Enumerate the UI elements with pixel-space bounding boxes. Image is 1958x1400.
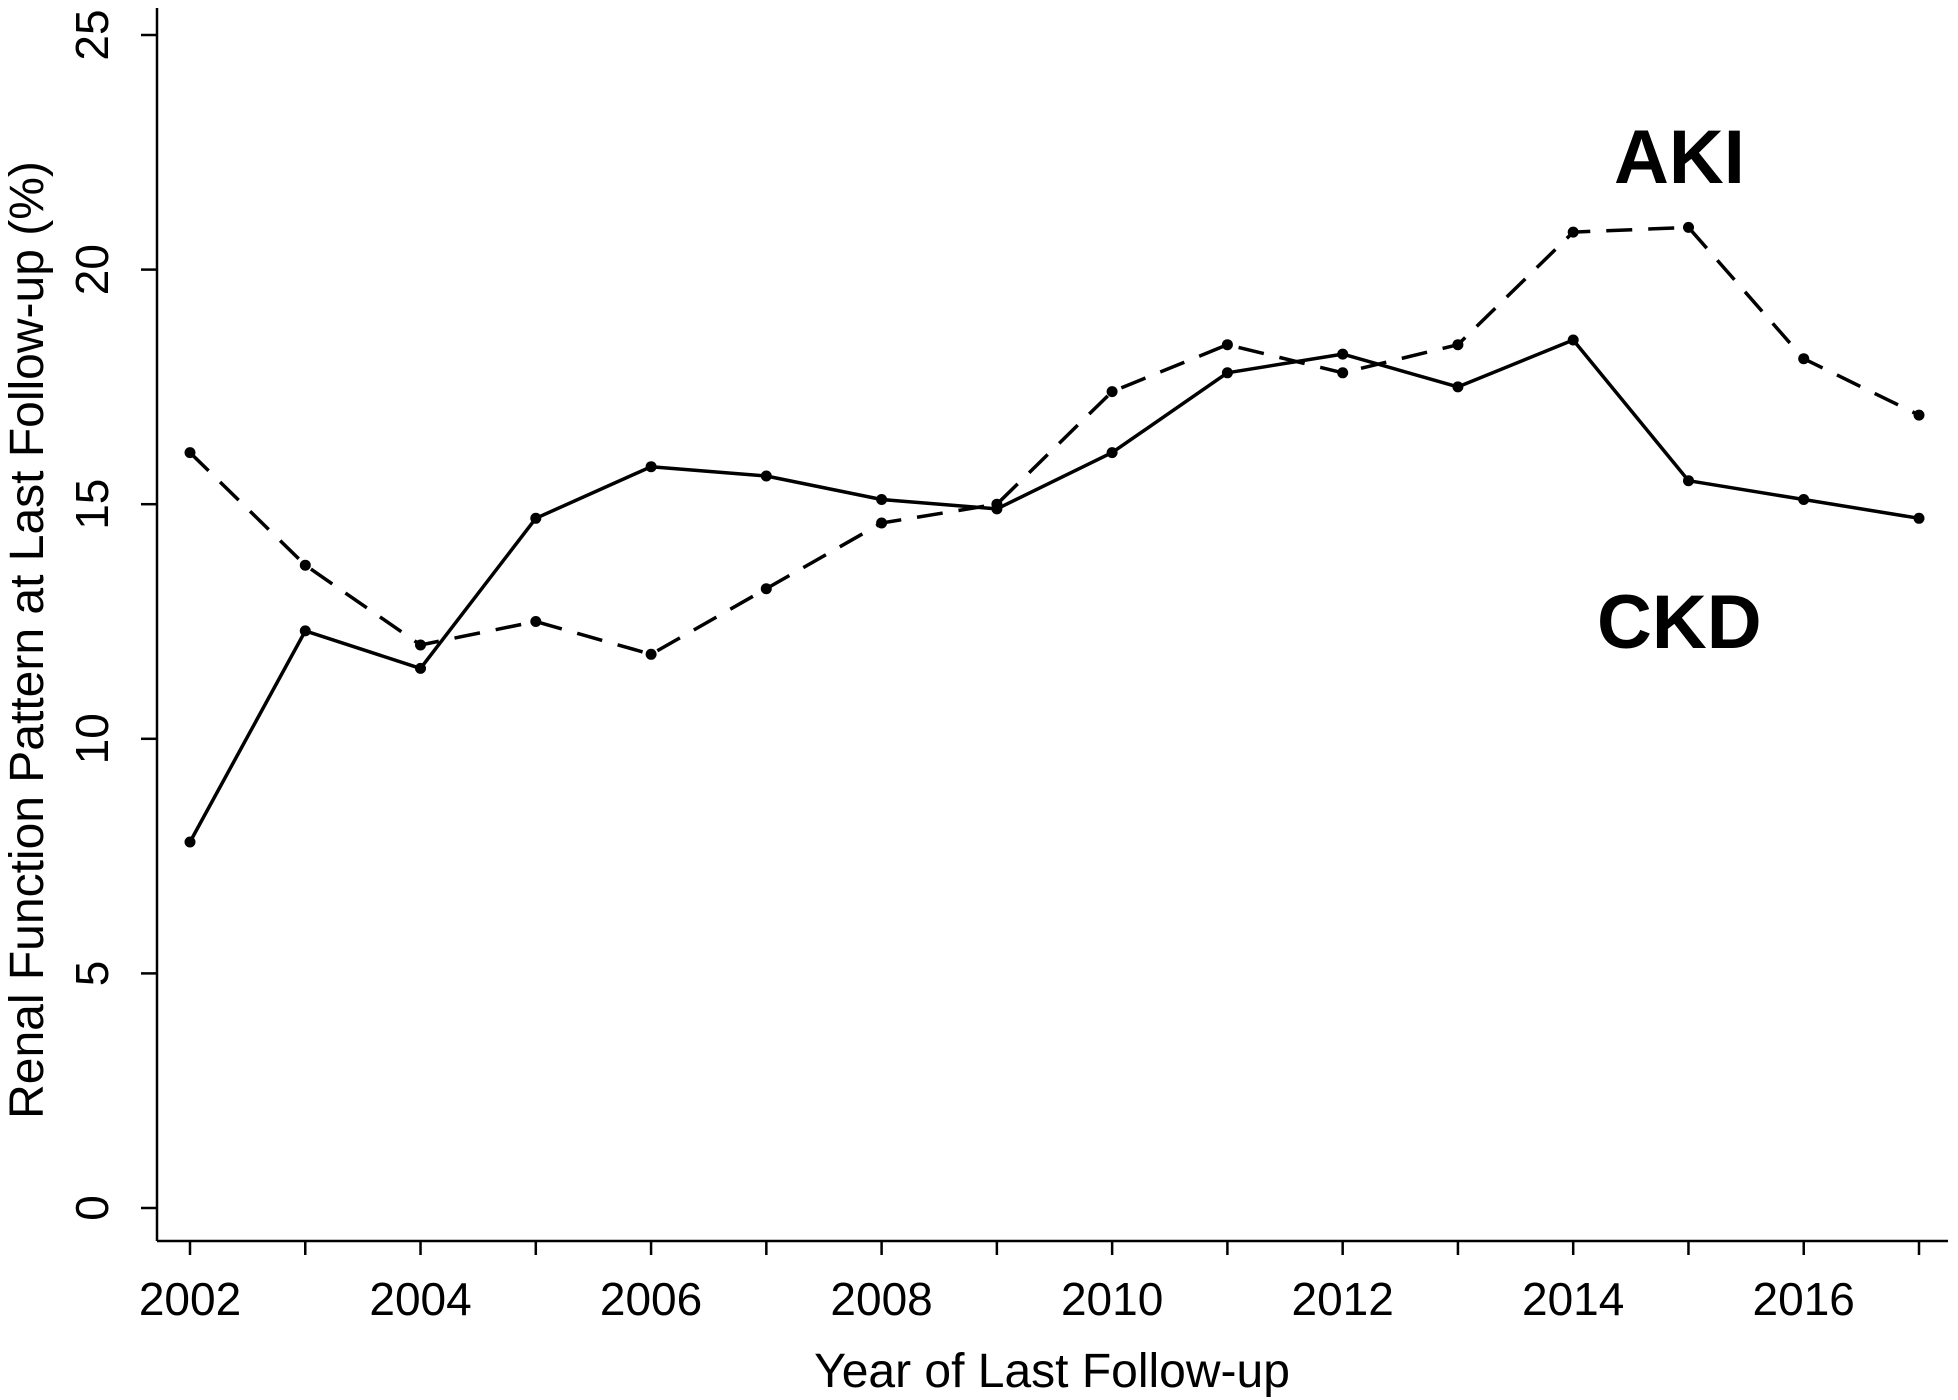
aki-point [1798,353,1810,365]
aki-point [1683,221,1694,233]
ckd-series-line [188,338,1920,843]
aki-point [760,583,772,595]
series-points [184,221,1925,848]
ckd-point [1337,348,1349,360]
ckd-point [991,503,1003,515]
aki-annotation: AKI [1614,115,1745,200]
aki-point [415,639,426,651]
x-tick-label: 2006 [600,1273,702,1325]
x-tick-label: 2012 [1291,1273,1393,1325]
y-tick-label: 25 [66,9,118,60]
ckd-point [1221,367,1233,379]
x-tick-label: 2008 [830,1273,932,1325]
ckd-point [645,461,657,473]
aki-point [1913,409,1925,421]
x-tick-label: 2014 [1522,1273,1624,1325]
aki-point [184,447,196,459]
x-axis-title: Year of Last Follow-up [814,1345,1290,1398]
ckd-point [760,470,772,482]
aki-point [530,616,542,627]
aki-series-line [188,225,1920,657]
ckd-point [876,494,888,505]
ckd-point [1683,475,1694,487]
ckd-point [415,662,426,674]
aki-point [1106,386,1118,398]
ckd-point [1106,447,1118,459]
ckd-point [530,512,542,524]
y-tick-label: 15 [66,479,118,530]
y-axis-title: Renal Function Pattern at Last Follow-up… [1,161,54,1119]
aki-point [299,559,311,571]
x-tick-label: 2016 [1753,1273,1855,1325]
y-tick-label: 20 [66,244,118,295]
ckd-point [1798,494,1810,505]
ckd-point [299,625,311,637]
aki-point [1567,226,1579,238]
series-lines [188,225,1920,843]
ckd-annotation: CKD [1597,580,1762,665]
ckd-point [1567,334,1579,346]
x-tick-label: 2002 [139,1273,241,1325]
x-tick-label: 2010 [1061,1273,1163,1325]
ckd-point [1452,381,1464,393]
x-axis-ticks: 2002 2004 2006 2008 2010 2012 2014 2016 [139,1241,1921,1325]
aki-point [1452,339,1464,351]
y-axis-ticks: 0 5 10 15 20 25 [66,9,157,1221]
y-tick-label: 0 [66,1195,118,1221]
aki-point [876,517,888,529]
aki-point [645,648,657,660]
aki-point [1221,339,1233,351]
aki-point [1337,367,1349,379]
ckd-point [1913,512,1925,524]
ckd-point [184,836,196,848]
x-tick-label: 2004 [369,1273,471,1325]
y-tick-label: 10 [66,713,118,764]
y-tick-label: 5 [66,961,118,987]
